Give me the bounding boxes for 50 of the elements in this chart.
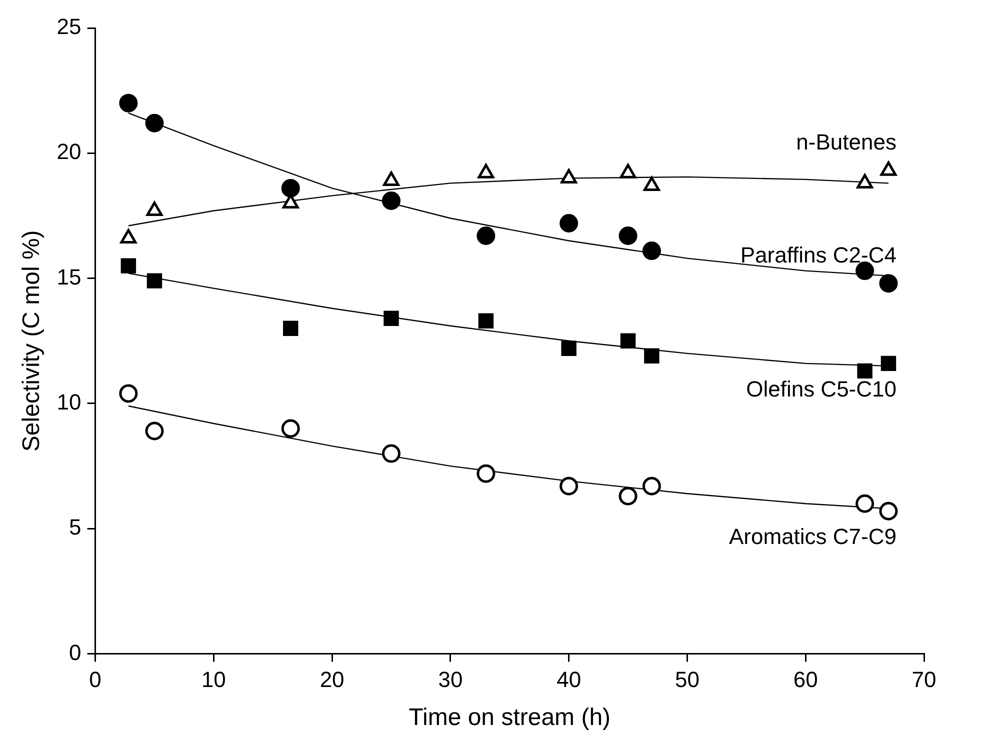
point bbox=[560, 476, 578, 496]
point bbox=[281, 419, 300, 438]
point bbox=[476, 464, 496, 483]
x-tick-label: 20 bbox=[320, 667, 344, 692]
x-axis-title: Time on stream (h) bbox=[408, 704, 611, 732]
series-label: n-Butenes bbox=[796, 130, 896, 155]
x-tick-label: 60 bbox=[793, 667, 818, 692]
x-tick-label: 10 bbox=[201, 667, 226, 692]
point bbox=[620, 333, 636, 349]
x-tick-label: 0 bbox=[89, 667, 102, 692]
point bbox=[476, 226, 496, 246]
point bbox=[119, 94, 138, 112]
x-tick-label: 50 bbox=[674, 667, 700, 692]
point bbox=[382, 444, 400, 463]
point bbox=[478, 313, 494, 328]
series-label: Olefins C5-C10 bbox=[746, 376, 896, 402]
point bbox=[561, 340, 576, 356]
x-tick-label: 30 bbox=[438, 667, 463, 692]
y-axis-title: Selectivity (C mol %) bbox=[18, 230, 46, 452]
point bbox=[146, 273, 162, 288]
point bbox=[879, 502, 898, 520]
point bbox=[120, 258, 136, 274]
point bbox=[560, 214, 578, 232]
point bbox=[880, 356, 896, 372]
y-tick-label: 5 bbox=[69, 514, 82, 540]
series-label: Paraffins C2-C4 bbox=[740, 242, 896, 268]
point bbox=[642, 476, 661, 496]
point bbox=[642, 242, 661, 260]
point bbox=[618, 226, 638, 246]
point bbox=[644, 348, 660, 364]
series-label: Aromatics C7-C9 bbox=[729, 524, 896, 550]
point bbox=[145, 422, 164, 440]
x-tick-label: 70 bbox=[912, 667, 936, 692]
point bbox=[618, 486, 638, 506]
point bbox=[119, 384, 138, 403]
x-tick-label: 40 bbox=[556, 667, 582, 692]
y-tick-label: 15 bbox=[56, 264, 82, 290]
point bbox=[281, 178, 300, 198]
point bbox=[856, 494, 874, 513]
point bbox=[384, 310, 399, 326]
point bbox=[382, 191, 400, 210]
y-tick-label: 0 bbox=[69, 640, 82, 665]
y-tick-label: 10 bbox=[56, 390, 82, 415]
point bbox=[283, 320, 298, 336]
y-tick-label: 20 bbox=[56, 139, 82, 164]
point bbox=[856, 262, 874, 280]
point bbox=[857, 363, 872, 379]
point bbox=[145, 114, 164, 132]
y-tick-label: 25 bbox=[56, 14, 82, 40]
point bbox=[879, 274, 898, 293]
